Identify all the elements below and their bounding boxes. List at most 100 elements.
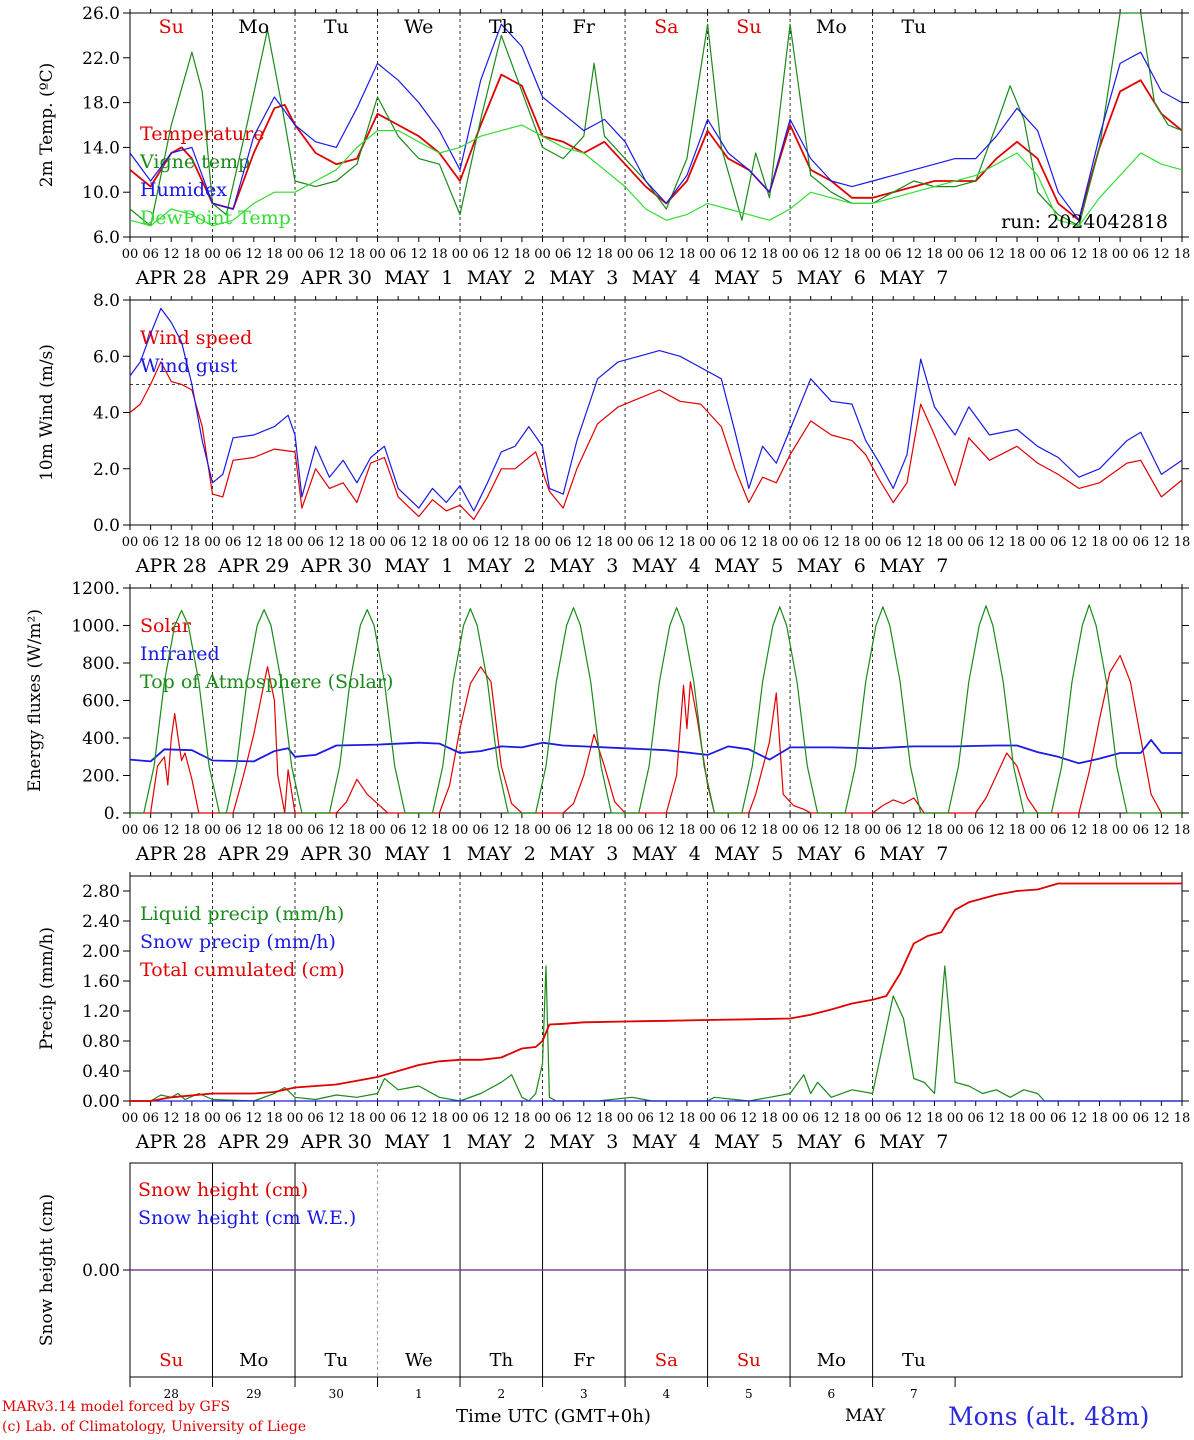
day-label: APR 29 (217, 843, 289, 865)
day-label: APR 30 (300, 267, 372, 289)
y-tick-label: 14.0 (82, 138, 120, 158)
hour-tick-label: 18 (349, 535, 366, 550)
hour-tick-label: 06 (967, 823, 984, 838)
hour-tick-label: 00 (617, 823, 634, 838)
hour-tick-label: 06 (1132, 823, 1149, 838)
series-line (129, 23, 1183, 221)
hour-tick-label: 12 (741, 1111, 758, 1126)
weekday-label: Su (159, 1350, 183, 1371)
plot-frame (129, 12, 1183, 238)
hour-tick-label: 00 (699, 823, 716, 838)
hour-tick-label: 00 (699, 247, 716, 262)
hour-tick-label: 18 (926, 823, 943, 838)
hour-tick-label: 00 (947, 535, 964, 550)
y-tick-label: 1000. (71, 617, 120, 637)
hour-tick-label: 12 (1071, 535, 1088, 550)
hour-tick-label: 18 (844, 823, 861, 838)
day-label: MAY 3 (549, 555, 618, 577)
y-axis-title: Snow height (cm) (37, 1194, 57, 1346)
hour-tick-label: 06 (885, 1111, 902, 1126)
hour-tick-label: 12 (988, 1111, 1005, 1126)
hour-tick-label: 06 (967, 247, 984, 262)
day-label: APR 29 (217, 267, 289, 289)
hour-tick-label: 12 (245, 823, 262, 838)
hour-tick-label: 00 (1029, 1111, 1046, 1126)
hour-tick-label: 06 (555, 1111, 572, 1126)
hour-tick-label: 18 (184, 1111, 201, 1126)
hour-tick-label: 12 (741, 247, 758, 262)
hour-tick-label: 12 (1071, 1111, 1088, 1126)
hour-tick-label: 18 (1091, 823, 1108, 838)
day-label: MAY 5 (714, 555, 783, 577)
hour-tick-label: 12 (823, 247, 840, 262)
y-axis-title: 10m Wind (m/s) (37, 344, 57, 481)
day-label: APR 28 (135, 555, 207, 577)
y-tick-label: 10.0 (82, 183, 120, 203)
series-line (130, 882, 1182, 1102)
day-label: APR 30 (300, 843, 372, 865)
hour-tick-label: 00 (699, 1111, 716, 1126)
hour-tick-label: 06 (307, 1111, 324, 1126)
day-label: MAY 1 (384, 1131, 453, 1153)
hour-tick-label: 06 (1050, 535, 1067, 550)
hour-tick-label: 00 (534, 1111, 551, 1126)
hour-tick-label: 12 (576, 1111, 593, 1126)
legend-entry: Wind speed (140, 327, 252, 349)
day-label: MAY 2 (467, 843, 536, 865)
day-number-label: 6 (828, 1387, 836, 1401)
day-number-label: 2 (497, 1387, 505, 1401)
run-label: run: 2024042818 (1001, 211, 1168, 233)
hour-tick-label: 00 (122, 823, 139, 838)
day-label: MAY 2 (467, 267, 536, 289)
legend-entry: Top of Atmosphere (Solar) (140, 671, 393, 693)
hour-tick-label: 18 (431, 247, 448, 262)
day-label: MAY 6 (797, 555, 866, 577)
hour-tick-label: 12 (988, 823, 1005, 838)
day-label: APR 30 (300, 1131, 372, 1153)
hour-tick-label: 00 (369, 535, 386, 550)
day-label: MAY 2 (467, 555, 536, 577)
day-number-label: 30 (329, 1387, 344, 1401)
hour-tick-label: 00 (864, 247, 881, 262)
hour-tick-label: 12 (328, 1111, 345, 1126)
hour-tick-label: 12 (411, 1111, 428, 1126)
y-tick-label: 6.0 (93, 228, 120, 248)
hour-tick-label: 18 (1174, 823, 1191, 838)
hour-tick-label: 00 (452, 823, 469, 838)
hour-tick-label: 00 (287, 535, 304, 550)
day-number-label: 1 (415, 1387, 423, 1401)
hour-tick-label: 12 (1153, 823, 1170, 838)
weekday-label: Tu (901, 16, 926, 38)
hour-tick-label: 06 (307, 535, 324, 550)
weekday-label: Fr (573, 16, 596, 38)
hour-tick-label: 06 (142, 535, 159, 550)
day-label: MAY 7 (879, 555, 948, 577)
y-axis-title: 2m Temp. (ºC) (37, 63, 57, 188)
day-label: MAY 1 (384, 843, 453, 865)
hour-tick-label: 12 (493, 247, 510, 262)
hour-tick-label: 06 (390, 247, 407, 262)
hour-tick-label: 00 (1029, 535, 1046, 550)
hour-tick-label: 12 (576, 247, 593, 262)
hour-tick-label: 18 (184, 535, 201, 550)
hour-tick-label: 18 (266, 1111, 283, 1126)
day-number-label: 29 (246, 1387, 261, 1401)
hour-tick-label: 06 (390, 1111, 407, 1126)
hour-tick-label: 06 (142, 823, 159, 838)
hour-tick-label: 18 (761, 535, 778, 550)
hour-tick-label: 00 (782, 247, 799, 262)
hour-tick-label: 12 (741, 535, 758, 550)
weekday-label: Mo (238, 16, 269, 38)
hour-tick-label: 12 (163, 535, 180, 550)
hour-tick-label: 18 (514, 1111, 531, 1126)
hour-tick-label: 06 (637, 535, 654, 550)
hour-tick-label: 18 (761, 247, 778, 262)
hour-tick-label: 12 (823, 823, 840, 838)
hour-tick-label: 18 (266, 247, 283, 262)
day-label: MAY 1 (384, 555, 453, 577)
weekday-label: Su (159, 16, 184, 38)
hour-tick-label: 00 (534, 823, 551, 838)
hour-tick-label: 00 (204, 247, 221, 262)
hour-tick-label: 00 (1112, 1111, 1129, 1126)
